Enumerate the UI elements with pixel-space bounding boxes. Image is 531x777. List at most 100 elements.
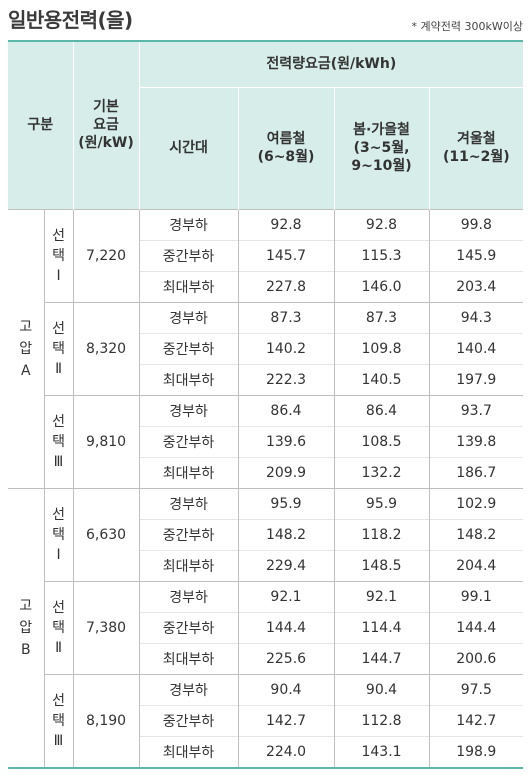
spring-fall-rate-cell: 92.1	[333, 580, 430, 612]
header-spring-fall: 봄·가을철 (3~5월, 9~10월)	[333, 86, 430, 209]
spring-fall-rate-cell: 143.1	[333, 735, 430, 767]
summer-rate-cell: 92.8	[237, 208, 335, 240]
spring-fall-rate-cell: 95.9	[333, 487, 430, 519]
table-row: 중간부하 142.7 112.8 142.7	[8, 704, 524, 736]
summer-rate-cell: 144.4	[237, 611, 335, 643]
winter-rate-cell: 140.4	[428, 332, 524, 364]
summer-rate-cell: 222.3	[237, 363, 335, 395]
winter-rate-cell: 102.9	[428, 487, 524, 519]
table-row: 선 택 Ⅲ 8,190 경부하 90.4 90.4 97.5	[8, 673, 524, 767]
header-spring-fall-line2: (3~5월,	[353, 140, 410, 156]
spring-fall-rate-cell: 90.4	[333, 673, 430, 705]
voltage-group-char: 고	[19, 318, 33, 335]
winter-rate-cell: 198.9	[428, 735, 524, 767]
winter-rate-cell: 94.3	[428, 301, 524, 333]
voltage-group-char: 압	[19, 619, 33, 636]
spring-fall-rate-cell: 87.3	[333, 301, 430, 333]
winter-rate-cell: 148.2	[428, 518, 524, 550]
summer-rate-cell: 95.9	[237, 487, 335, 519]
summer-rate-cell: 139.6	[237, 425, 335, 457]
summer-rate-cell: 145.7	[237, 239, 335, 271]
header-base-fee: 기본 요금 (원/kW)	[72, 40, 140, 209]
voltage-group-char: B	[20, 641, 31, 658]
option-label-char: Ⅱ	[55, 360, 62, 377]
table-row: 선 택 Ⅱ 8,320 경부하 87.3 87.3 94.3	[8, 301, 524, 395]
table-row: 고 압 B 선 택 Ⅰ 6,630 경부하 95.9 95.9 102.9	[8, 487, 524, 767]
winter-rate-cell: 97.5	[428, 673, 524, 705]
spring-fall-rate-cell: 115.3	[333, 239, 430, 271]
table-row: 최대부하 222.3 140.5 197.9	[8, 363, 524, 395]
header-category-label: 구분	[27, 117, 54, 134]
base-fee-value: 6,630	[72, 487, 140, 581]
spring-fall-rate-cell: 132.2	[333, 456, 430, 488]
base-fee-value: 8,190	[72, 673, 140, 767]
option-label-char: Ⅱ	[55, 639, 62, 656]
header-energy-fee: 전력량요금(원/kWh)	[138, 40, 524, 87]
option-label-char: Ⅰ	[56, 267, 61, 284]
time-slot-cell: 중간부하	[138, 332, 239, 364]
time-slot-cell: 최대부하	[138, 270, 239, 302]
header-winter: 겨울철 (11~2월)	[428, 86, 524, 209]
time-slot-cell: 중간부하	[138, 518, 239, 550]
option-label-char: Ⅲ	[53, 453, 64, 470]
winter-rate-cell: 203.4	[428, 270, 524, 302]
option-label-char: 택	[52, 433, 65, 450]
option-label-char: 선	[52, 227, 65, 244]
table-row: 고 압 A 선 택 Ⅰ 7,220 경부하 92.8 92.8 99.8	[8, 208, 524, 488]
winter-rate-cell: 93.7	[428, 394, 524, 426]
summer-rate-cell: 209.9	[237, 456, 335, 488]
table-row: 최대부하 227.8 146.0 203.4	[8, 270, 524, 302]
summer-rate-cell: 227.8	[237, 270, 335, 302]
winter-rate-cell: 186.7	[428, 456, 524, 488]
option-label-char: 택	[52, 247, 65, 264]
time-slot-cell: 최대부하	[138, 363, 239, 395]
time-slot-cell: 최대부하	[138, 456, 239, 488]
time-slot-cell: 중간부하	[138, 425, 239, 457]
rate-table: 구분 기본 요금 (원/kW) 전력량요금(원/kWh) 시간대 여름철 (6~…	[8, 40, 524, 767]
winter-rate-cell: 197.9	[428, 363, 524, 395]
summer-rate-cell: 142.7	[237, 704, 335, 736]
header-summer: 여름철 (6~8월)	[237, 86, 335, 209]
base-fee-value: 9,810	[72, 394, 140, 488]
time-slot-cell: 경부하	[138, 673, 239, 705]
header-spring-fall-line3: 9~10월)	[351, 158, 412, 174]
winter-rate-cell: 200.6	[428, 642, 524, 674]
summer-rate-cell: 224.0	[237, 735, 335, 767]
winter-rate-cell: 99.8	[428, 208, 524, 240]
header-category: 구분	[8, 40, 74, 209]
winter-rate-cell: 139.8	[428, 425, 524, 457]
option-label-char: 선	[52, 506, 65, 523]
table-row: 최대부하 209.9 132.2 186.7	[8, 456, 524, 488]
header-summer-line2: (6~8월)	[257, 149, 315, 165]
table-row: 중간부하 140.2 109.8 140.4	[8, 332, 524, 364]
winter-rate-cell: 144.4	[428, 611, 524, 643]
spring-fall-rate-cell: 146.0	[333, 270, 430, 302]
base-fee-value: 8,320	[72, 301, 140, 395]
time-slot-cell: 최대부하	[138, 735, 239, 767]
table-row: 선 택 Ⅲ 9,810 경부하 86.4 86.4 93.7	[8, 394, 524, 488]
table-row: 최대부하 229.4 148.5 204.4	[8, 549, 524, 581]
winter-rate-cell: 99.1	[428, 580, 524, 612]
table-row: 중간부하 144.4 114.4 144.4	[8, 611, 524, 643]
winter-rate-cell: 142.7	[428, 704, 524, 736]
summer-rate-cell: 90.4	[237, 673, 335, 705]
option-label-char: 선	[52, 320, 65, 337]
header-base-fee-line3: (원/kW)	[78, 135, 134, 152]
table-row: 선 택 Ⅱ 7,380 경부하 92.1 92.1 99.1	[8, 580, 524, 674]
table-bottom-rule	[8, 766, 523, 769]
table-row: 중간부하 148.2 118.2 148.2	[8, 518, 524, 550]
header-winter-line2: (11~2월)	[442, 149, 510, 165]
rate-table-wrapper: 구분 기본 요금 (원/kW) 전력량요금(원/kWh) 시간대 여름철 (6~…	[8, 40, 524, 769]
summer-rate-cell: 92.1	[237, 580, 335, 612]
spring-fall-rate-cell: 112.8	[333, 704, 430, 736]
time-slot-cell: 중간부하	[138, 239, 239, 271]
spring-fall-rate-cell: 140.5	[333, 363, 430, 395]
option-label-char: Ⅲ	[53, 732, 64, 749]
summer-rate-cell: 87.3	[237, 301, 335, 333]
base-fee-value: 7,220	[72, 208, 140, 302]
table-row: 중간부하 145.7 115.3 145.9	[8, 239, 524, 271]
